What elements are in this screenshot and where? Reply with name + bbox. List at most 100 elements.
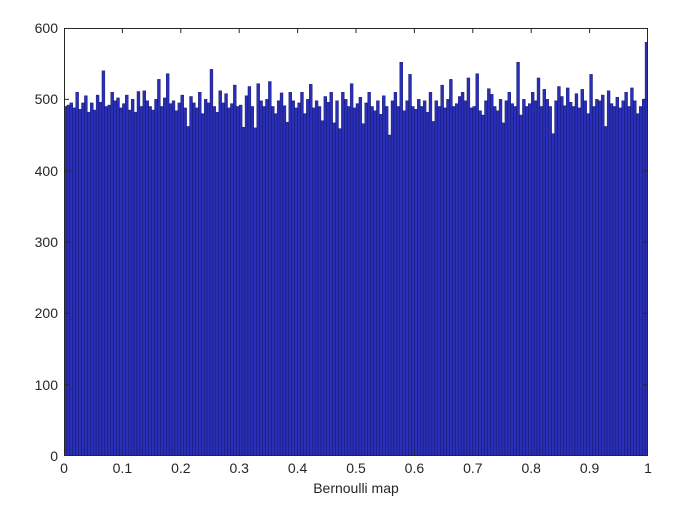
bar (517, 62, 520, 456)
bar (482, 115, 485, 456)
bar (146, 101, 149, 456)
x-tick-label: 0.8 (521, 460, 540, 476)
y-tick-label: 300 (35, 234, 58, 250)
bar (598, 101, 601, 456)
bar (628, 106, 631, 456)
bar (528, 104, 531, 456)
bar (546, 99, 549, 456)
bar (309, 84, 312, 456)
bar (525, 106, 528, 456)
bar (371, 106, 374, 456)
bar (566, 88, 569, 456)
bar (374, 111, 377, 456)
bar (633, 101, 636, 456)
bar (201, 114, 204, 456)
bar (455, 104, 458, 456)
bar (87, 112, 90, 456)
x-tick-label: 1 (644, 460, 652, 476)
bar (327, 102, 330, 456)
bar (630, 88, 633, 456)
bar (265, 99, 268, 456)
bar (476, 74, 479, 456)
bar (435, 101, 438, 456)
bar (391, 101, 394, 456)
y-tick-label: 500 (35, 91, 58, 107)
x-tick-label: 0 (60, 460, 68, 476)
bar (569, 102, 572, 456)
bar (207, 103, 210, 456)
bar (397, 106, 400, 456)
bar (449, 79, 452, 456)
bar (312, 108, 315, 456)
bar (73, 108, 76, 456)
bar (447, 99, 450, 456)
bar (105, 106, 108, 456)
bar (362, 124, 365, 456)
bar (484, 101, 487, 456)
bar (230, 104, 233, 456)
bar (595, 99, 598, 456)
x-tick-label: 0.7 (463, 460, 482, 476)
bar (301, 92, 304, 456)
bar (122, 104, 125, 456)
bar (192, 103, 195, 456)
bar (181, 95, 184, 456)
bar (298, 103, 301, 456)
bar (639, 106, 642, 456)
bar (157, 79, 160, 456)
bar (563, 106, 566, 456)
bar (286, 122, 289, 456)
bar (560, 96, 563, 456)
bar (251, 106, 254, 456)
bar (178, 103, 181, 456)
bar (470, 108, 473, 456)
bar (90, 103, 93, 456)
bar (263, 106, 266, 456)
histogram-svg (64, 28, 648, 456)
bar (555, 101, 558, 456)
bar (184, 108, 187, 456)
bar (233, 85, 236, 456)
bar (581, 89, 584, 456)
bar (441, 85, 444, 456)
x-tick-label: 0.1 (113, 460, 132, 476)
bar (414, 109, 417, 456)
bar (143, 91, 146, 456)
bar (479, 111, 482, 456)
bar (324, 96, 327, 456)
bar (175, 111, 178, 456)
bar (514, 106, 517, 456)
bar (613, 106, 616, 456)
bar (134, 112, 137, 456)
bar (496, 111, 499, 456)
bar (268, 82, 271, 457)
bar (590, 74, 593, 456)
bar (260, 101, 263, 456)
bar (114, 101, 117, 456)
bar (604, 126, 607, 456)
bar (330, 92, 333, 456)
bar (344, 99, 347, 456)
bar (306, 99, 309, 456)
bar (292, 101, 295, 456)
bar (429, 92, 432, 456)
figure: 0100200300400500600 00.10.20.30.40.50.60… (0, 0, 680, 510)
y-tick-label: 400 (35, 163, 58, 179)
bar (461, 92, 464, 456)
bar (76, 92, 79, 456)
bar (426, 112, 429, 456)
bar (222, 103, 225, 456)
bar (409, 74, 412, 456)
bar (534, 101, 537, 456)
bar (493, 106, 496, 456)
bar (117, 98, 120, 456)
bar (458, 96, 461, 456)
bar (102, 71, 105, 456)
bar (616, 97, 619, 456)
bar (452, 106, 455, 456)
bar (274, 114, 277, 456)
bar (236, 106, 239, 456)
bar (359, 97, 362, 456)
bar (128, 110, 131, 456)
bar (131, 99, 134, 456)
